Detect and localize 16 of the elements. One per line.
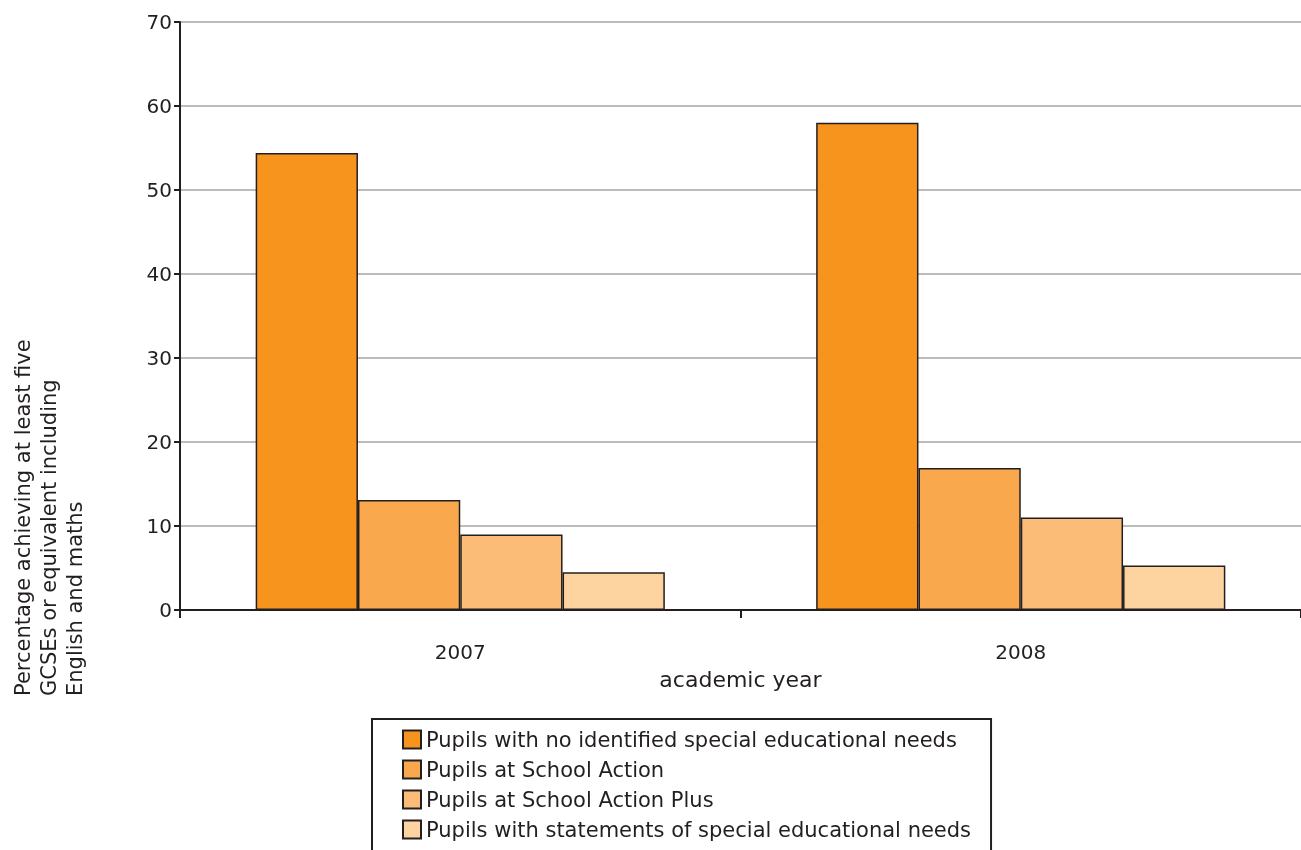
x-axis-title: academic year bbox=[659, 666, 823, 692]
y-tick-label: 70 bbox=[146, 10, 172, 34]
y-axis-title: Percentage achieving at least five GCSEs or equivalent including English and maths bbox=[11, 332, 87, 696]
legend-label: Pupils with statements of special educational needs bbox=[426, 817, 972, 842]
y-tick-label: 20 bbox=[146, 430, 172, 454]
y-tick-label: 10 bbox=[146, 514, 172, 538]
y-tick-label: 50 bbox=[146, 178, 172, 202]
x-tick-label: 2007 bbox=[434, 640, 486, 664]
y-tick-label: 30 bbox=[146, 346, 172, 370]
legend-label: Pupils with no identified special educational needs bbox=[426, 727, 957, 752]
legend-label: Pupils at School Action Plus bbox=[426, 787, 714, 812]
y-tick-label: 40 bbox=[146, 262, 172, 286]
legend-label: Pupils at School Action bbox=[426, 757, 665, 782]
x-tick-label: 2008 bbox=[995, 640, 1047, 664]
y-tick-label: 0 bbox=[159, 598, 172, 622]
y-tick-label: 60 bbox=[146, 94, 172, 118]
